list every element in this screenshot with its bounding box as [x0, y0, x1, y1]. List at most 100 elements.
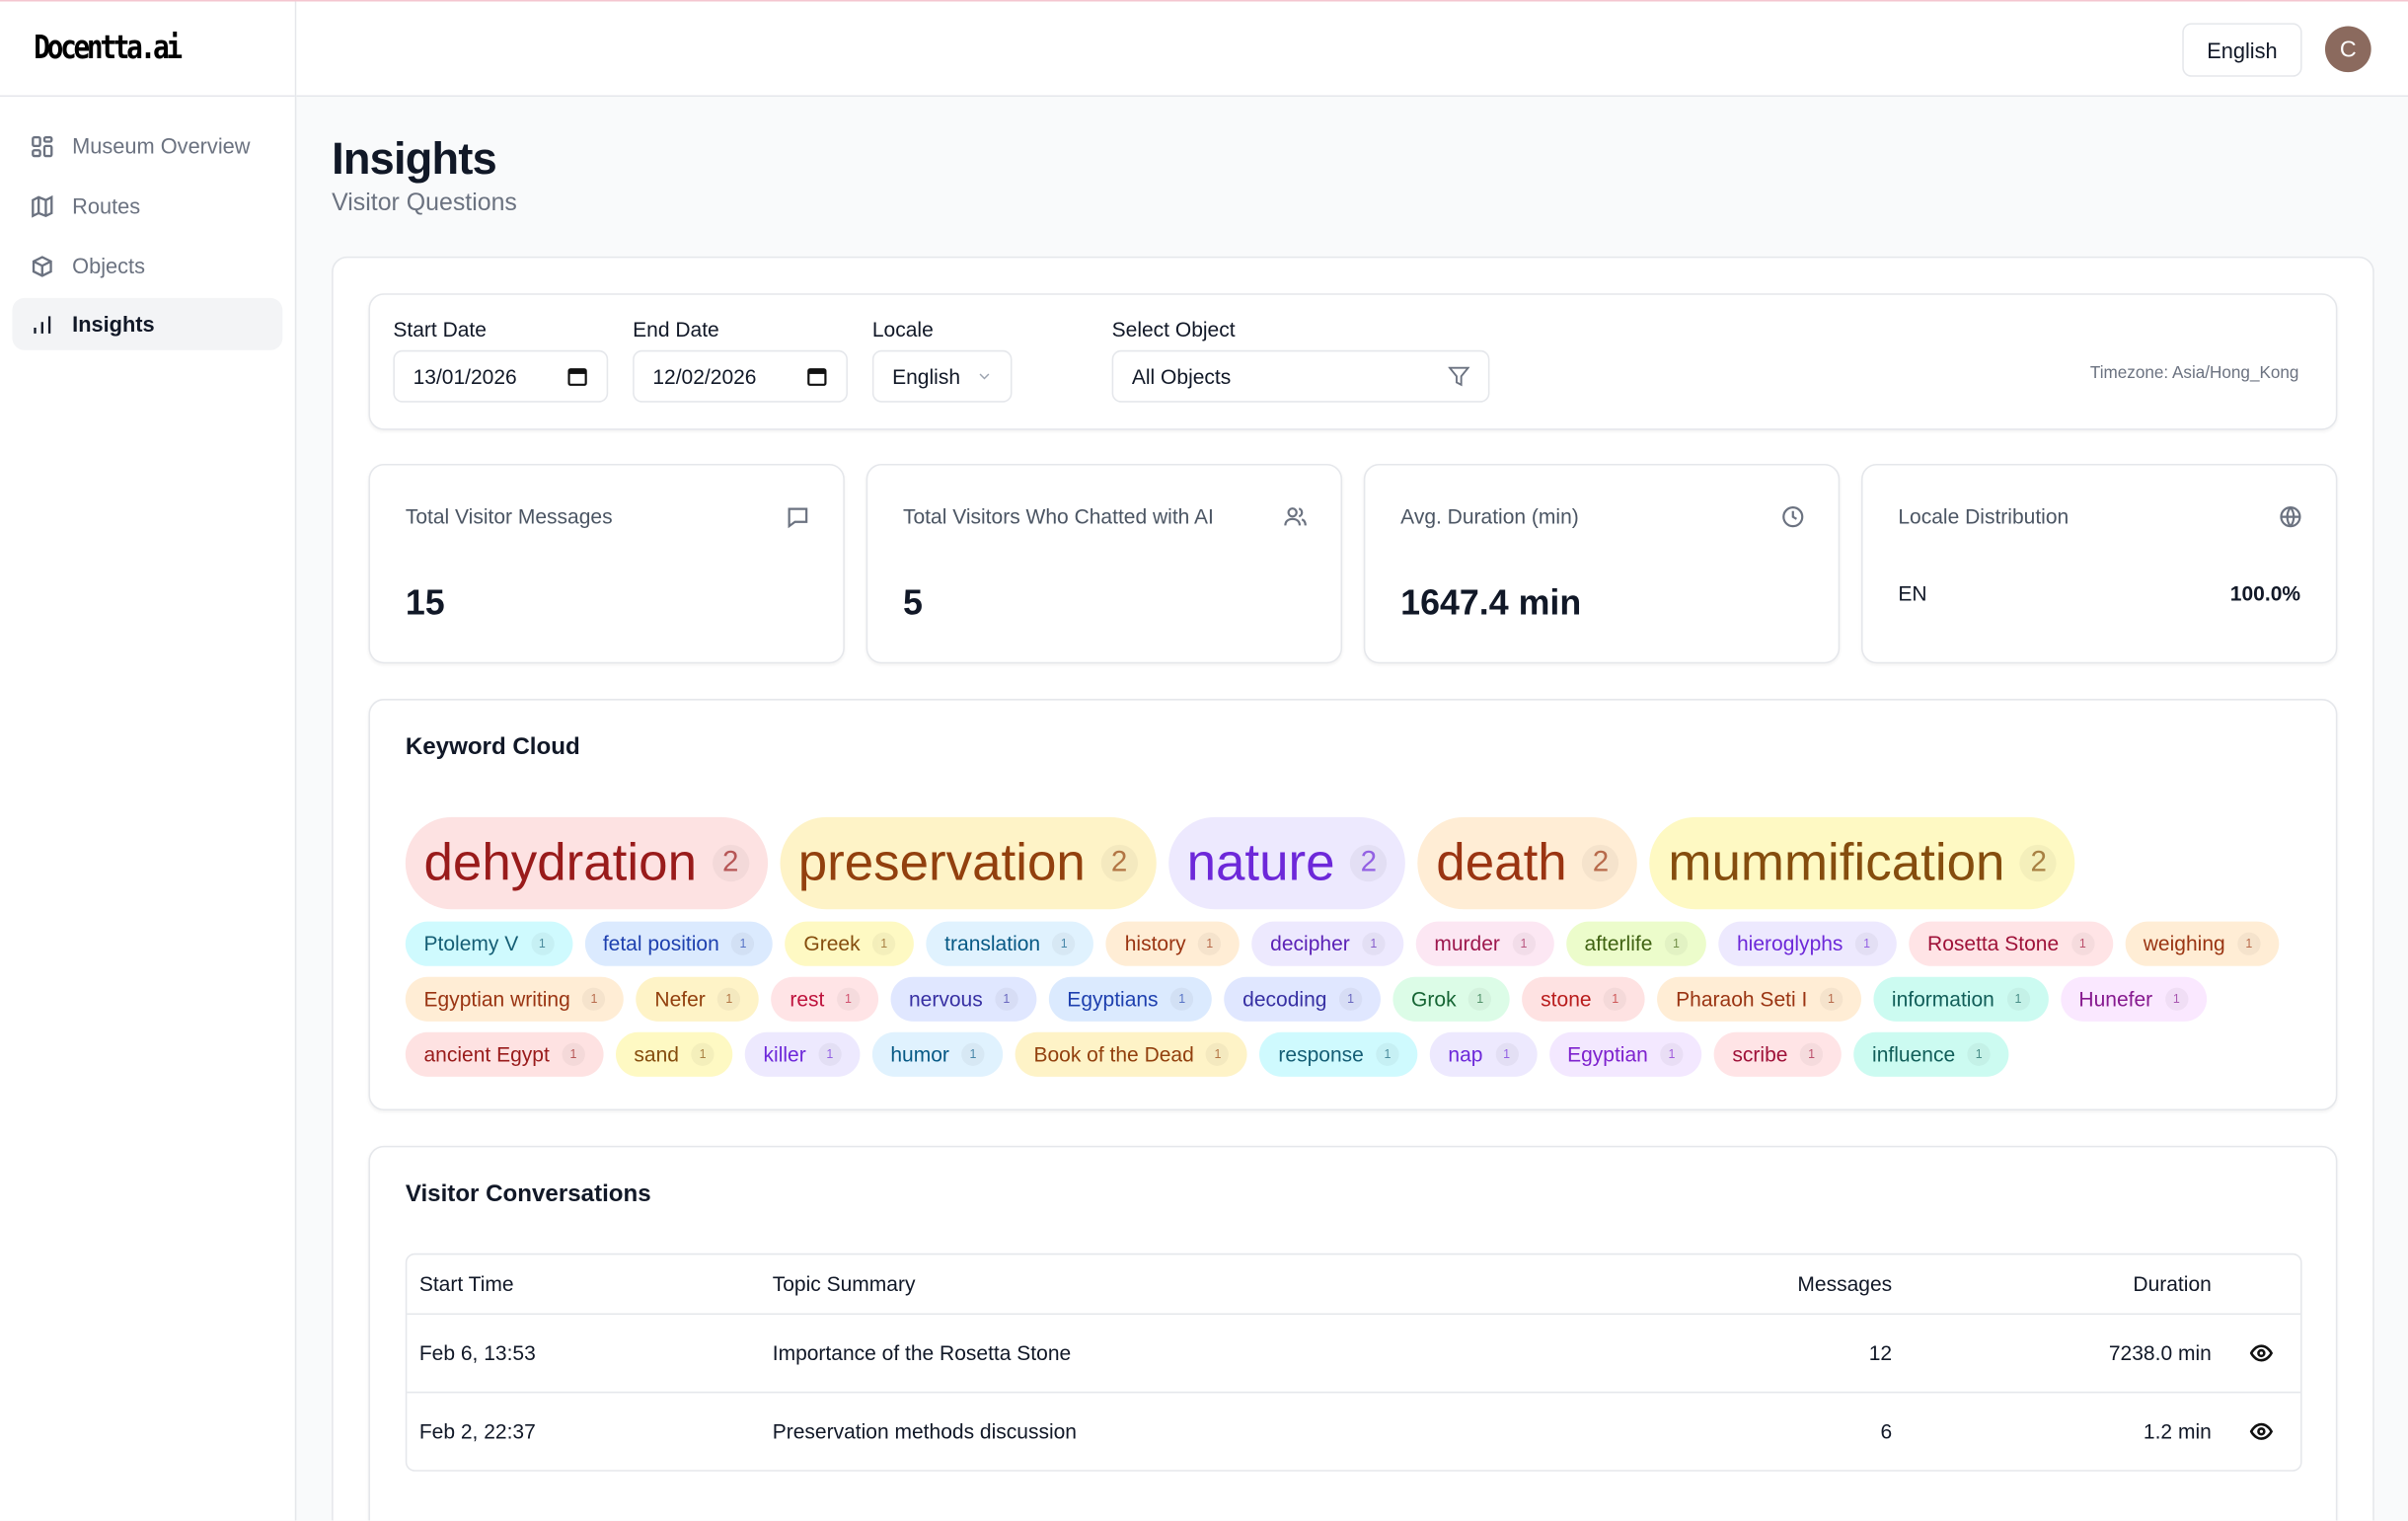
keyword-count-badge: 1	[2070, 932, 2094, 955]
keyword-count-badge: 1	[717, 987, 741, 1011]
keyword-text: history	[1124, 932, 1186, 955]
duration: 1.2 min	[2143, 1419, 2212, 1443]
keyword-chip[interactable]: death 2	[1417, 816, 1638, 910]
column-header: Messages	[1797, 1272, 1893, 1296]
keyword-chip[interactable]: murder 1	[1415, 921, 1554, 966]
keyword-count-badge: 1	[530, 932, 555, 955]
timezone-label: Timezone: Asia/Hong_Kong	[2089, 363, 2299, 383]
table-row[interactable]: Feb 2, 22:37 Preservation methods discus…	[407, 1391, 2301, 1470]
filter-icon[interactable]	[1448, 365, 1470, 387]
keyword-chip[interactable]: Pharaoh Seti I 1	[1657, 976, 1861, 1022]
page-title: Insights	[332, 134, 497, 185]
keyword-chip[interactable]: information 1	[1873, 976, 2049, 1022]
start-date-label: Start Date	[393, 318, 487, 342]
keyword-count-badge: 1	[1854, 932, 1879, 955]
start-date-input[interactable]: 13/01/2026	[393, 349, 609, 403]
calendar-icon[interactable]	[566, 365, 588, 387]
sidebar-item-insights[interactable]: Insights	[12, 297, 283, 350]
logo: Docentta.ai	[34, 29, 183, 66]
keyword-count-badge: 2	[712, 844, 749, 882]
keyword-count-badge: 1	[1967, 1042, 1991, 1066]
sidebar-item-routes[interactable]: Routes	[12, 180, 282, 232]
keyword-chip[interactable]: history 1	[1106, 921, 1241, 966]
keyword-chip[interactable]: fetal position 1	[584, 921, 774, 966]
keyword-count-badge: 1	[1664, 932, 1689, 955]
keyword-count-badge: 1	[1376, 1042, 1399, 1066]
eye-icon[interactable]	[2249, 1420, 2274, 1443]
conversations-table: Start Time Topic Summary Messages Durati…	[405, 1253, 2302, 1472]
keyword-text: influence	[1872, 1042, 1956, 1066]
keyword-text: dehydration	[423, 833, 697, 892]
keyword-chip[interactable]: afterlife 1	[1565, 921, 1706, 966]
sidebar-item-objects[interactable]: Objects	[12, 240, 282, 292]
keyword-chip[interactable]: Grok 1	[1392, 976, 1511, 1022]
box-icon	[32, 255, 52, 276]
keyword-chip[interactable]: Ptolemy V 1	[405, 921, 572, 966]
keyword-chip[interactable]: Rosetta Stone 1	[1909, 921, 2113, 966]
keyword-text: mummification	[1668, 833, 2005, 892]
keyword-chip[interactable]: Egyptian 1	[1548, 1031, 1702, 1077]
keyword-count-badge: 1	[961, 1042, 985, 1066]
object-select[interactable]: All Objects	[1111, 349, 1490, 403]
keyword-count-badge: 1	[1604, 987, 1627, 1011]
keyword-chip[interactable]: Egyptian writing 1	[405, 976, 625, 1022]
keyword-chip[interactable]: stone 1	[1522, 976, 1646, 1022]
keyword-count-badge: 1	[1170, 987, 1194, 1011]
globe-icon	[2280, 506, 2301, 528]
keyword-chip[interactable]: response 1	[1259, 1031, 1418, 1077]
keyword-chip[interactable]: Greek 1	[785, 921, 915, 966]
keyword-chip[interactable]: hieroglyphs 1	[1718, 921, 1897, 966]
keyword-chip[interactable]: Book of the Dead 1	[1015, 1031, 1248, 1077]
keyword-chip[interactable]: humor 1	[871, 1031, 1004, 1077]
duration: 7238.0 min	[2108, 1341, 2212, 1365]
conversations-card: Visitor Conversations Start Time Topic S…	[368, 1145, 2338, 1521]
keyword-text: Egyptian writing	[423, 987, 570, 1011]
locale-select[interactable]: English	[871, 349, 1013, 403]
keyword-text: response	[1278, 1042, 1364, 1066]
keyword-count-badge: 1	[1052, 932, 1076, 955]
keyword-count-badge: 2	[1100, 844, 1138, 882]
eye-icon[interactable]	[2249, 1341, 2274, 1364]
sidebar-item-label: Objects	[72, 253, 146, 278]
stat-value: 1647.4 min	[1400, 581, 1582, 623]
keyword-chip[interactable]: dehydration 2	[405, 816, 768, 910]
keyword-count-badge: 1	[995, 987, 1018, 1011]
start-time: Feb 6, 13:53	[418, 1341, 536, 1365]
keyword-text: ancient Egypt	[423, 1042, 550, 1066]
keyword-text: preservation	[797, 833, 1086, 892]
keyword-chip[interactable]: Egyptians 1	[1048, 976, 1213, 1022]
keyword-chip[interactable]: nature 2	[1167, 816, 1406, 910]
topic-summary: Importance of the Rosetta Stone	[772, 1341, 1072, 1365]
keyword-chip[interactable]: sand 1	[615, 1031, 733, 1077]
keyword-chip[interactable]: nervous 1	[890, 976, 1037, 1022]
sidebar-item-label: Museum Overview	[72, 133, 251, 159]
keyword-chip[interactable]: nap 1	[1429, 1031, 1537, 1077]
keyword-count-badge: 1	[1512, 932, 1536, 955]
keyword-chip[interactable]: rest 1	[771, 976, 878, 1022]
locale-label: Locale	[871, 318, 934, 342]
keyword-chip[interactable]: decoding 1	[1224, 976, 1381, 1022]
keyword-chip[interactable]: influence 1	[1853, 1031, 2009, 1077]
avatar[interactable]: C	[2324, 26, 2371, 73]
sidebar-item-museum-overview[interactable]: Museum Overview	[12, 119, 282, 172]
keyword-chip[interactable]: ancient Egypt 1	[405, 1031, 604, 1077]
keyword-chip[interactable]: mummification 2	[1649, 816, 2076, 910]
keyword-text: Greek	[803, 932, 861, 955]
keyword-chip[interactable]: Hunefer 1	[2060, 976, 2207, 1022]
calendar-icon[interactable]	[806, 365, 828, 387]
keyword-chip[interactable]: decipher 1	[1251, 921, 1404, 966]
start-time: Feb 2, 22:37	[418, 1419, 536, 1443]
language-button[interactable]: English	[2182, 23, 2302, 77]
end-date-input[interactable]: 12/02/2026	[633, 349, 848, 403]
keyword-count-badge: 1	[818, 1042, 842, 1066]
end-date-value: 12/02/2026	[652, 364, 757, 388]
stat-label: Total Visitor Messages	[405, 504, 613, 529]
table-row[interactable]: Feb 6, 13:53 Importance of the Rosetta S…	[407, 1313, 2301, 1391]
keyword-chip[interactable]: Nefer 1	[636, 976, 760, 1022]
keyword-text: decoding	[1242, 987, 1327, 1011]
keyword-chip[interactable]: killer 1	[744, 1031, 861, 1077]
keyword-chip[interactable]: translation 1	[926, 921, 1094, 966]
keyword-chip[interactable]: scribe 1	[1713, 1031, 1842, 1077]
keyword-chip[interactable]: preservation 2	[780, 816, 1157, 910]
keyword-chip[interactable]: weighing 1	[2125, 921, 2280, 966]
